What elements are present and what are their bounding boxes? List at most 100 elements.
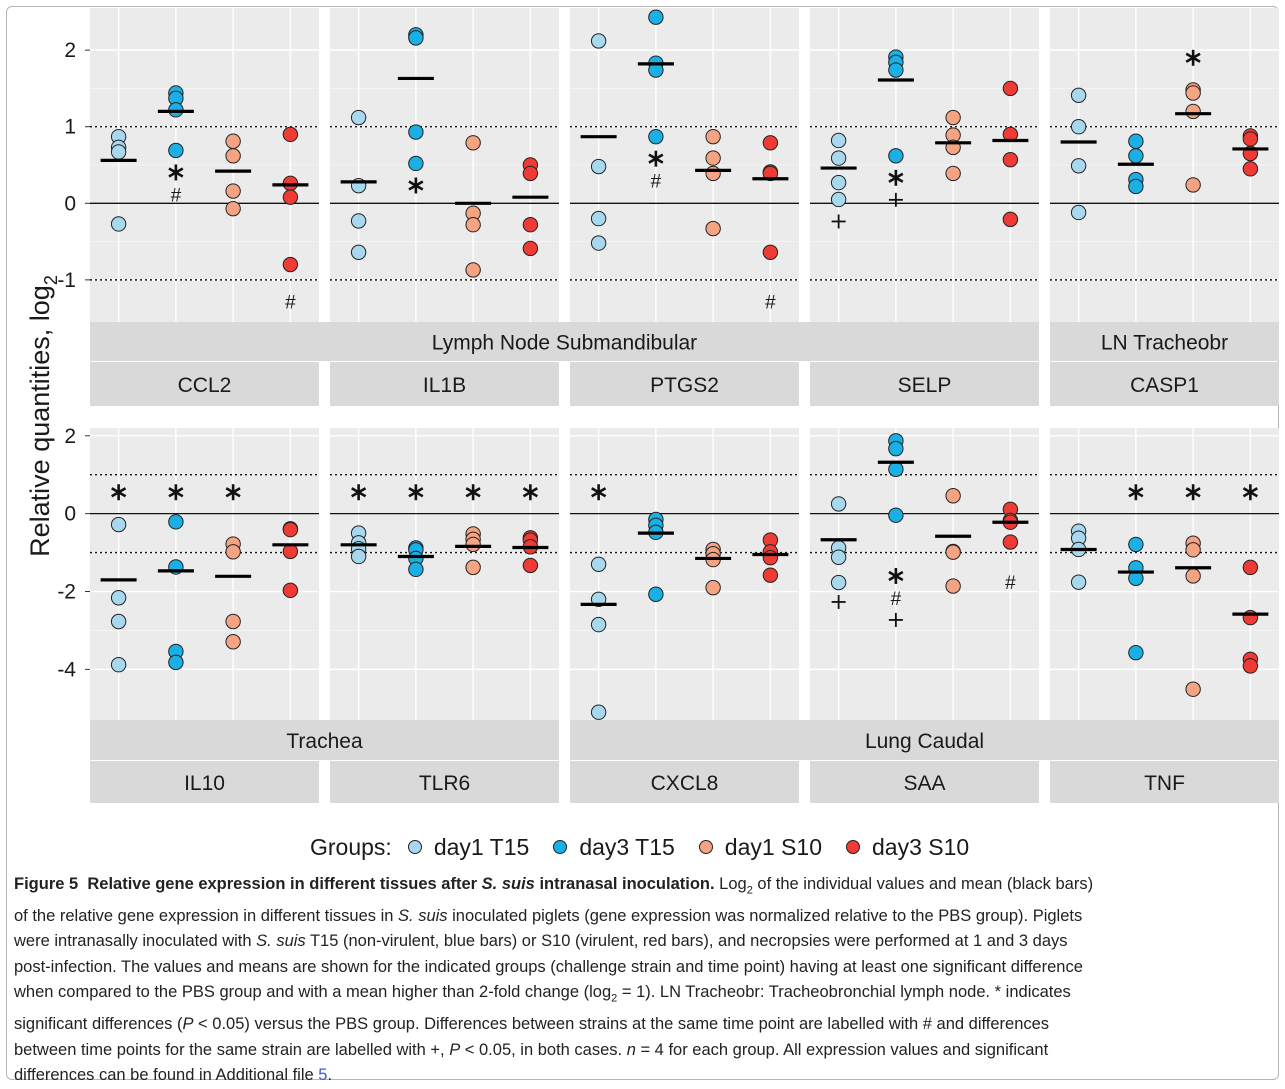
legend-title: Groups: — [310, 833, 392, 860]
data-point — [465, 135, 481, 151]
data-point — [945, 578, 961, 594]
data-point — [282, 256, 299, 273]
y-axis-title: Relative quantities, log2 — [25, 275, 61, 557]
data-point — [465, 536, 481, 553]
significance-asterisk — [465, 484, 481, 501]
data-point — [762, 244, 779, 261]
facet-label-PTGS2: PTGS2 — [650, 374, 719, 397]
data-point — [282, 126, 299, 143]
facet-label-IL10: IL10 — [184, 772, 225, 795]
data-point — [830, 150, 847, 166]
data-point — [830, 574, 847, 591]
caption-figure-label: Figure 5 — [14, 875, 79, 893]
legend-item-day1-s10: day1 S10 — [698, 834, 822, 861]
strain-difference-hash: # — [651, 172, 662, 193]
tissue-label: LN Tracheobr — [1101, 332, 1228, 355]
data-point — [1185, 681, 1201, 697]
y-tick-label: -4 — [57, 658, 76, 681]
data-point — [590, 556, 607, 572]
data-point — [705, 165, 721, 182]
significance-asterisk — [1128, 484, 1144, 501]
data-point — [705, 220, 721, 237]
panel-IL10 — [90, 428, 319, 720]
data-point — [110, 216, 127, 232]
data-point — [1185, 177, 1201, 193]
data-point — [225, 148, 241, 164]
tissue-strip — [1050, 322, 1279, 361]
strain-difference-hash: # — [891, 589, 902, 610]
significance-asterisk — [168, 164, 184, 181]
data-point — [350, 548, 367, 565]
data-point — [225, 544, 241, 560]
data-point — [225, 634, 241, 650]
data-point — [1070, 87, 1087, 104]
data-point — [648, 586, 664, 602]
data-point — [945, 109, 961, 126]
data-point — [888, 148, 904, 164]
data-point — [1242, 559, 1259, 576]
data-point — [408, 30, 424, 46]
legend-item-day3-s10: day3 S10 — [846, 834, 969, 861]
tissue-strip — [90, 322, 1039, 361]
figure-chart: Relative quantities, log2-1 0 1 2 # # CCL2 IL1B… — [25, 8, 1279, 803]
data-point — [1128, 148, 1144, 164]
data-point — [522, 165, 539, 182]
facet-label-CASP1: CASP1 — [1130, 374, 1199, 397]
data-point — [590, 235, 607, 251]
significance-asterisk — [225, 484, 241, 501]
legend: Groups: day1 T15 day3 T15 day1 S10 day3 … — [310, 832, 993, 862]
data-point — [1128, 644, 1144, 661]
data-point — [282, 189, 299, 205]
data-point — [1128, 178, 1144, 195]
data-point — [1002, 151, 1019, 168]
data-point — [1185, 542, 1201, 558]
data-point — [762, 549, 779, 566]
facet-strip — [90, 362, 319, 406]
significance-asterisk — [168, 484, 184, 501]
y-tick-label: -1 — [57, 269, 76, 292]
data-point — [1070, 158, 1087, 174]
facet-strip — [1050, 761, 1279, 803]
data-point — [762, 567, 779, 583]
y-tick-label: 0 — [64, 192, 76, 215]
facet-label-CCL2: CCL2 — [178, 374, 232, 397]
data-point — [705, 128, 721, 145]
data-point — [830, 191, 847, 208]
data-point — [945, 165, 961, 182]
additional-file-link[interactable]: 5 — [318, 1066, 328, 1085]
y-tick-label: 1 — [64, 116, 76, 139]
legend-swatch — [553, 840, 568, 854]
tissue-label: Trachea — [286, 730, 363, 753]
data-point — [408, 155, 424, 172]
legend-swatch — [407, 840, 422, 854]
significance-asterisk — [888, 169, 904, 186]
facet-label-CXCL8: CXCL8 — [651, 772, 719, 795]
facet-label-SELP: SELP — [898, 374, 952, 397]
panel-TNF — [1050, 428, 1279, 720]
data-point — [888, 461, 904, 477]
data-point — [1242, 131, 1259, 147]
facet-label-IL1B: IL1B — [423, 374, 466, 397]
significance-asterisk — [888, 567, 904, 584]
strain-difference-hash: # — [171, 185, 182, 206]
time-difference-plus — [888, 612, 903, 627]
significance-asterisk — [408, 484, 424, 501]
facet-strip — [810, 761, 1039, 803]
time-difference-plus — [831, 214, 846, 229]
strain-difference-hash: # — [1005, 573, 1016, 594]
data-point — [830, 132, 847, 149]
data-point — [408, 561, 424, 578]
data-point — [590, 158, 607, 175]
time-difference-plus — [888, 192, 903, 207]
data-point — [465, 559, 481, 576]
significance-asterisk — [648, 150, 664, 167]
data-point — [830, 549, 847, 565]
data-point — [168, 654, 184, 671]
facet-strip — [330, 362, 559, 406]
facet-strip — [1050, 362, 1279, 406]
legend-swatch — [698, 840, 713, 854]
strain-difference-hash: # — [285, 292, 296, 313]
data-point — [225, 613, 241, 630]
panel-TLR6 — [330, 428, 559, 720]
significance-asterisk — [351, 484, 367, 501]
